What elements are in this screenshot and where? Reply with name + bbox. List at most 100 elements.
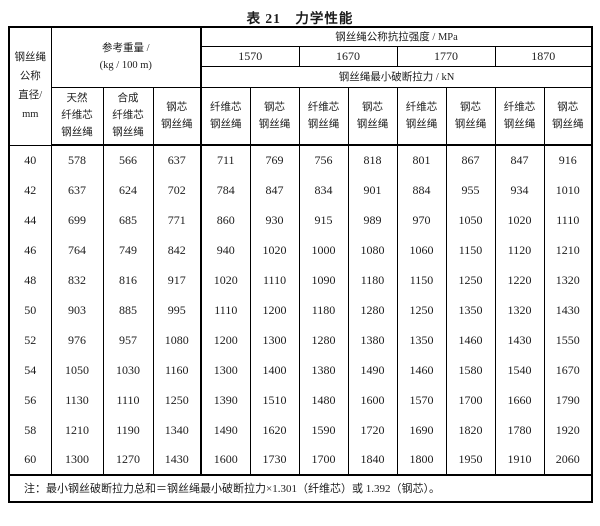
table-row: 46 764 749 842 940 1020 1000 1080 1060 1150 1120 12… [8,235,593,265]
value-cell: 1700 [298,445,349,475]
value-cell: 1480 [298,385,349,415]
header-line: 纤维芯 [405,101,438,113]
diameter-cell: 42 [8,175,52,205]
value-cell: 1540 [494,355,545,385]
diameter-cell: 54 [8,355,52,385]
value-cell: 970 [396,205,447,235]
value-cell: 1340 [152,415,202,445]
value-cell: 1590 [298,415,349,445]
value-cell: 1380 [347,325,398,355]
table-row: 50 903 885 995 1110 1200 1180 1280 1250 1350 1320 1… [8,295,593,325]
table-note: 注：最小钢丝破断拉力总和＝钢丝绳最小破断拉力×1.301（纤维芯）或 1.392… [8,474,593,503]
value-cell: 1280 [298,325,349,355]
value-cell: 637 [152,145,202,175]
value-cell: 1690 [396,415,447,445]
value-cell: 1180 [347,265,398,295]
value-cell: 1910 [494,445,545,475]
value-cell: 1350 [445,295,496,325]
value-cell: 1600 [200,445,251,475]
value-cell: 1570 [396,385,447,415]
value-cell: 934 [494,175,545,205]
diameter-cell: 60 [8,445,52,475]
value-cell: 1250 [445,265,496,295]
value-cell: 847 [494,145,545,175]
value-cell: 1660 [494,385,545,415]
value-cell: 1790 [543,385,593,415]
header-line: 纤维芯 [503,101,536,113]
header-line: 钢芯 [362,101,384,113]
value-cell: 916 [543,145,593,175]
value-cell: 1150 [396,265,447,295]
diameter-cell: 44 [8,205,52,235]
value-cell: 1020 [494,205,545,235]
value-cell: 1490 [200,415,251,445]
value-cell: 578 [50,145,104,175]
table-row: 48 832 816 917 1020 1110 1090 1180 1150 1250 1220 1… [8,265,593,295]
value-cell: 1090 [298,265,349,295]
header-diameter-line: 钢丝绳 [14,52,47,64]
value-cell: 1180 [298,295,349,325]
value-cell: 1080 [152,325,202,355]
header-line: 合成 [117,93,139,105]
value-cell: 1550 [543,325,593,355]
header-diameter: 钢丝绳 公称 直径/ mm [8,26,52,146]
table-header: 钢丝绳 公称 直径/ mm 参考重量 / (kg / 100 m) 钢丝绳公称抗… [8,26,593,146]
value-cell: 784 [200,175,251,205]
value-cell: 1920 [543,415,593,445]
diameter-cell: 48 [8,265,52,295]
header-natural-fiber-core: 天然 纤维芯 钢丝绳 [50,86,104,146]
value-cell: 903 [50,295,104,325]
value-cell: 1050 [50,355,104,385]
diameter-cell: 46 [8,235,52,265]
value-cell: 1080 [347,235,398,265]
table-body: 40 578 566 637 711 769 756 818 801 867 847 916 42 637… [8,145,593,475]
value-cell: 976 [50,325,104,355]
header-grade-1870: 1870 [494,45,593,67]
header-line: 钢芯 [166,101,188,113]
diameter-cell: 40 [8,145,52,175]
value-cell: 1030 [102,355,154,385]
value-cell: 832 [50,265,104,295]
header-synthetic-fiber-core: 合成 纤维芯 钢丝绳 [102,86,154,146]
value-cell: 1400 [249,355,300,385]
value-cell: 1300 [50,445,104,475]
value-cell: 1160 [152,355,202,385]
value-cell: 1460 [445,325,496,355]
header-steel-core-1670: 钢芯 钢丝绳 [347,86,398,146]
header-line: 钢芯 [460,101,482,113]
value-cell: 1130 [50,385,104,415]
value-cell: 1380 [298,355,349,385]
value-cell: 995 [152,295,202,325]
value-cell: 699 [50,205,104,235]
diameter-cell: 56 [8,385,52,415]
header-line: 钢丝绳 [61,127,93,139]
value-cell: 860 [200,205,251,235]
diameter-cell: 52 [8,325,52,355]
value-cell: 1720 [347,415,398,445]
header-fiber-core-1770: 纤维芯 钢丝绳 [396,86,447,146]
header-line: 钢丝绳 [552,118,584,130]
value-cell: 1300 [249,325,300,355]
table-row: 42 637 624 702 784 847 834 901 884 955 934 1010 [8,175,593,205]
value-cell: 1490 [347,355,398,385]
header-reference-weight-line: 参考重量 / [101,43,150,55]
value-cell: 1250 [152,385,202,415]
header-diameter-line: 公称 [19,71,41,83]
value-cell: 1200 [200,325,251,355]
value-cell: 1020 [249,235,300,265]
header-breaking-force: 钢丝绳最小破断拉力 / kN [200,65,593,88]
header-tensile-strength: 钢丝绳公称抗拉强度 / MPa [200,26,593,47]
value-cell: 1150 [445,235,496,265]
value-cell: 818 [347,145,398,175]
value-cell: 624 [102,175,154,205]
header-line: 纤维芯 [112,110,144,122]
value-cell: 842 [152,235,202,265]
value-cell: 1110 [200,295,251,325]
value-cell: 1010 [543,175,593,205]
table-footer: 注：最小钢丝破断拉力总和＝钢丝绳最小破断拉力×1.301（纤维芯）或 1.392… [8,474,593,503]
header-line: 钢丝绳 [454,118,487,130]
value-cell: 940 [200,235,251,265]
header-fiber-core-1670: 纤维芯 钢丝绳 [298,86,349,146]
value-cell: 702 [152,175,202,205]
value-cell: 901 [347,175,398,205]
